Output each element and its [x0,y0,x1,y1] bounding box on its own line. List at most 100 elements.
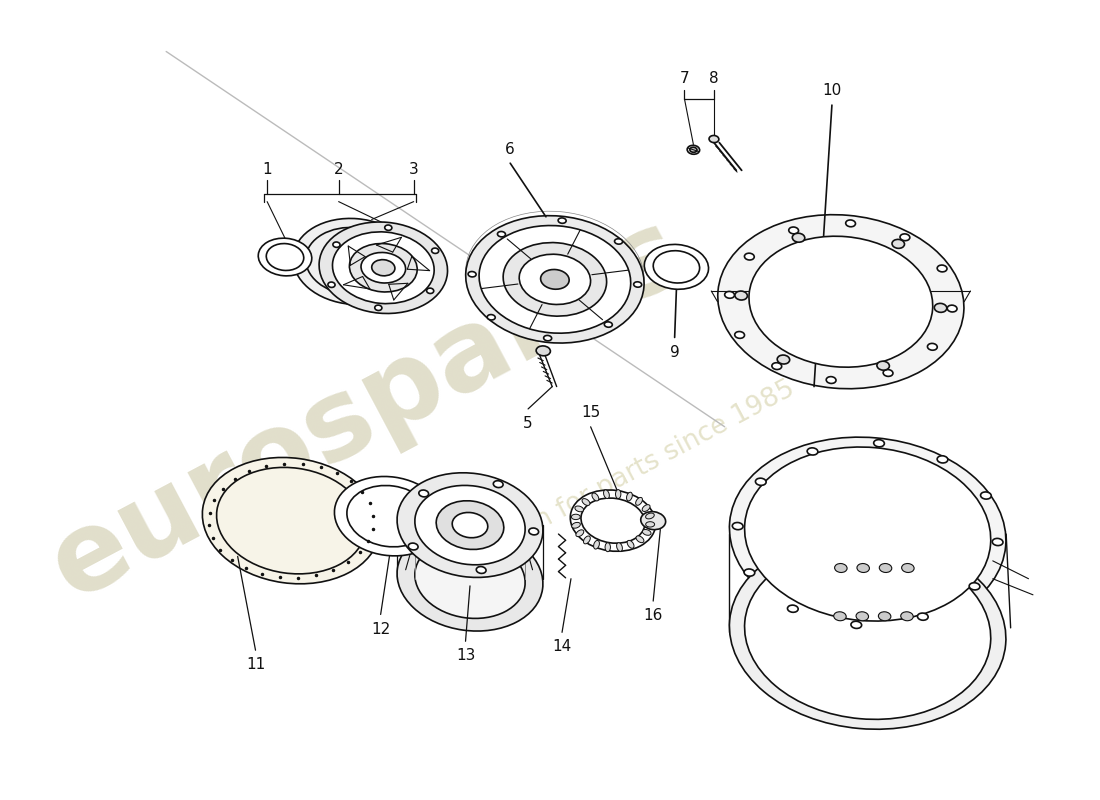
Ellipse shape [266,243,304,270]
Ellipse shape [778,355,790,364]
Ellipse shape [385,225,392,230]
Ellipse shape [745,253,755,260]
Text: 10: 10 [823,83,842,98]
Ellipse shape [415,539,525,618]
Ellipse shape [616,490,620,498]
Ellipse shape [725,291,735,298]
Ellipse shape [594,541,600,549]
Ellipse shape [476,566,486,574]
Ellipse shape [834,612,846,621]
Ellipse shape [733,522,742,530]
Ellipse shape [431,248,439,254]
Ellipse shape [789,227,799,234]
Ellipse shape [333,242,340,247]
Ellipse shape [835,563,847,573]
Ellipse shape [646,522,654,527]
Ellipse shape [605,542,610,552]
Ellipse shape [969,582,980,590]
Ellipse shape [883,370,893,376]
Ellipse shape [627,492,632,501]
Ellipse shape [332,232,434,304]
Ellipse shape [202,458,381,584]
Ellipse shape [856,612,869,621]
Ellipse shape [536,346,550,356]
Ellipse shape [615,238,623,244]
Ellipse shape [857,563,869,573]
Ellipse shape [879,563,892,573]
Text: 13: 13 [455,649,475,663]
Text: 12: 12 [371,622,390,637]
Ellipse shape [927,343,937,350]
Ellipse shape [350,243,417,292]
Ellipse shape [646,513,654,519]
Text: 14: 14 [552,639,572,654]
Ellipse shape [937,456,948,463]
Ellipse shape [604,490,609,498]
Ellipse shape [718,214,964,389]
Ellipse shape [846,220,856,226]
Text: 16: 16 [644,608,663,623]
Ellipse shape [636,536,644,542]
Ellipse shape [558,218,566,223]
Ellipse shape [901,612,913,621]
Ellipse shape [980,492,991,499]
Ellipse shape [576,530,584,537]
Ellipse shape [334,477,444,556]
Ellipse shape [487,314,495,320]
Ellipse shape [397,473,543,578]
Ellipse shape [493,481,503,487]
Ellipse shape [604,322,613,327]
Ellipse shape [873,440,884,447]
Ellipse shape [543,335,552,341]
Ellipse shape [397,526,543,631]
Ellipse shape [427,288,433,294]
Ellipse shape [636,498,642,506]
Ellipse shape [826,377,836,383]
Ellipse shape [788,605,799,612]
Ellipse shape [540,270,569,290]
Text: 8: 8 [710,71,718,86]
Ellipse shape [934,303,947,312]
Ellipse shape [749,236,933,367]
Ellipse shape [756,478,766,486]
Ellipse shape [503,242,606,316]
Ellipse shape [419,490,429,497]
Ellipse shape [437,501,504,550]
Ellipse shape [408,543,418,550]
Ellipse shape [851,622,861,629]
Ellipse shape [688,146,700,154]
Ellipse shape [900,234,910,241]
Ellipse shape [617,542,623,551]
Ellipse shape [653,250,700,283]
Ellipse shape [529,528,539,535]
Ellipse shape [581,498,645,543]
Ellipse shape [627,540,634,548]
Ellipse shape [497,231,506,237]
Text: 15: 15 [581,405,601,420]
Ellipse shape [745,447,991,621]
Ellipse shape [582,498,590,506]
Ellipse shape [346,486,432,547]
Ellipse shape [361,253,406,283]
Ellipse shape [902,563,914,573]
Ellipse shape [917,613,928,620]
Text: 2: 2 [333,162,343,177]
Ellipse shape [469,271,476,277]
Ellipse shape [690,147,697,152]
Ellipse shape [877,361,890,370]
Ellipse shape [745,546,991,719]
Ellipse shape [744,569,755,576]
Ellipse shape [710,135,719,142]
Ellipse shape [735,331,745,338]
Ellipse shape [645,245,708,290]
Ellipse shape [729,535,1005,730]
Text: eurospares: eurospares [32,197,703,621]
Ellipse shape [634,282,641,287]
Ellipse shape [640,512,666,530]
Text: 3: 3 [409,162,419,177]
Ellipse shape [519,254,591,305]
Ellipse shape [879,612,891,621]
Ellipse shape [735,291,747,300]
Ellipse shape [465,216,645,343]
Text: 6: 6 [505,142,515,157]
